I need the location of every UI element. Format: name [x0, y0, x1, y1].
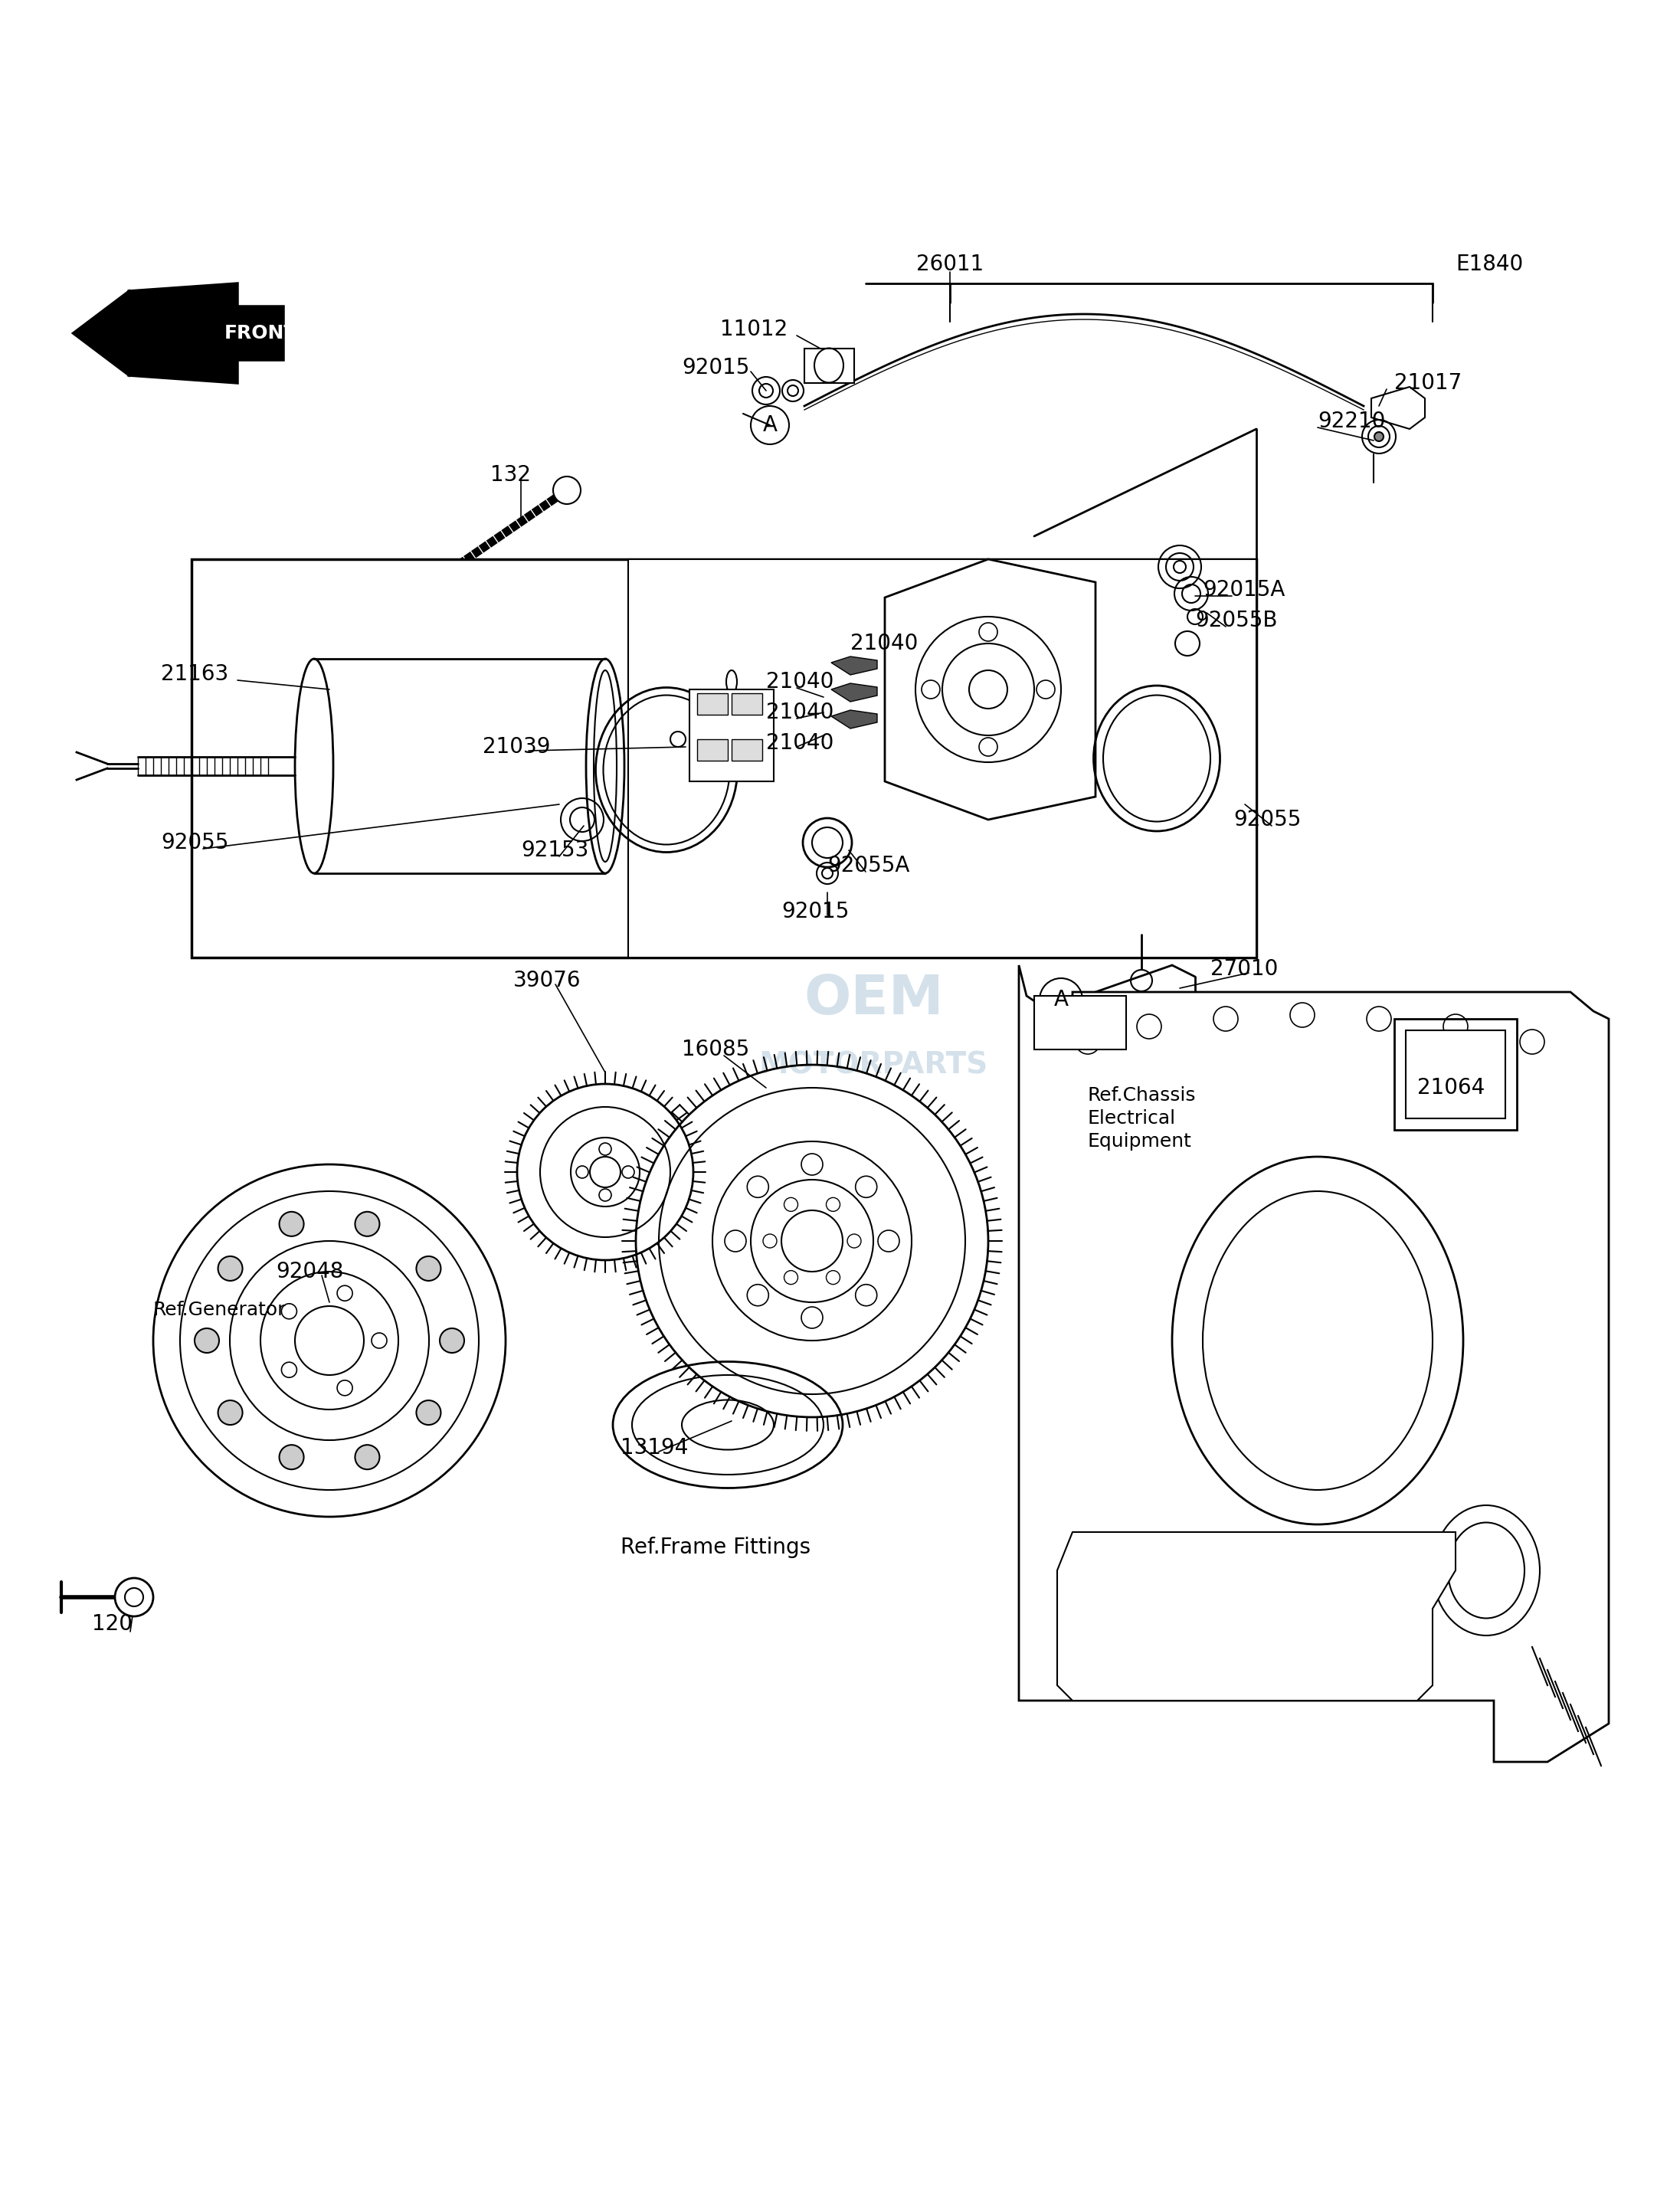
Text: Equipment: Equipment — [1089, 1131, 1191, 1151]
Text: Ref.Frame Fittings: Ref.Frame Fittings — [620, 1536, 811, 1558]
Bar — [697, 738, 727, 760]
Text: A: A — [1053, 989, 1068, 1011]
Circle shape — [417, 1399, 440, 1426]
Bar — [731, 738, 763, 760]
Circle shape — [354, 1213, 380, 1237]
Text: FRONT: FRONT — [223, 323, 297, 343]
Text: 11012: 11012 — [721, 319, 788, 341]
Text: 132: 132 — [491, 464, 531, 486]
Text: 27010: 27010 — [1210, 958, 1278, 980]
Text: Electrical: Electrical — [1089, 1109, 1176, 1127]
Text: 92055B: 92055B — [1194, 611, 1277, 631]
Polygon shape — [832, 657, 877, 674]
Text: A: A — [763, 415, 778, 435]
Text: E1840: E1840 — [1455, 253, 1524, 275]
Circle shape — [1174, 631, 1200, 655]
Circle shape — [218, 1399, 242, 1426]
Circle shape — [279, 1213, 304, 1237]
Polygon shape — [885, 560, 1095, 819]
Circle shape — [1374, 433, 1384, 442]
Polygon shape — [832, 683, 877, 701]
Text: 92015A: 92015A — [1203, 580, 1285, 600]
Text: 21064: 21064 — [1418, 1077, 1485, 1098]
Text: 21163: 21163 — [161, 663, 228, 685]
Text: Ref.Chassis: Ref.Chassis — [1089, 1085, 1196, 1105]
Circle shape — [417, 1257, 440, 1281]
Text: 92055: 92055 — [1233, 808, 1300, 830]
Polygon shape — [1057, 1531, 1455, 1700]
Polygon shape — [192, 560, 1257, 958]
Circle shape — [553, 477, 581, 503]
Text: 92055A: 92055A — [827, 855, 909, 877]
Circle shape — [279, 1446, 304, 1470]
Text: Ref.Generator: Ref.Generator — [153, 1301, 286, 1318]
Text: 21039: 21039 — [482, 736, 551, 758]
Polygon shape — [1018, 964, 1609, 1762]
Bar — [805, 349, 853, 382]
Text: 21017: 21017 — [1394, 371, 1462, 393]
Polygon shape — [832, 710, 877, 729]
Text: 92048: 92048 — [276, 1261, 343, 1283]
Text: 21040: 21040 — [766, 701, 833, 723]
Text: 21040: 21040 — [850, 633, 917, 655]
Text: 92015: 92015 — [682, 356, 749, 378]
Text: 13194: 13194 — [620, 1437, 689, 1459]
Circle shape — [195, 1329, 218, 1353]
Bar — [1406, 1030, 1505, 1118]
Text: 92210: 92210 — [1317, 411, 1386, 433]
Text: 92015: 92015 — [781, 901, 848, 923]
Bar — [689, 690, 774, 782]
Polygon shape — [72, 290, 129, 376]
Circle shape — [354, 1446, 380, 1470]
Text: 16085: 16085 — [682, 1039, 749, 1061]
Bar — [1035, 995, 1126, 1050]
Text: 21040: 21040 — [766, 670, 833, 692]
Circle shape — [114, 1577, 153, 1617]
Text: MOTORPARTS: MOTORPARTS — [759, 1050, 988, 1081]
Bar — [1394, 1019, 1517, 1129]
Polygon shape — [628, 560, 1257, 958]
Bar — [697, 694, 727, 714]
Text: 92153: 92153 — [521, 839, 588, 861]
Text: 92055: 92055 — [161, 833, 228, 852]
Text: 21040: 21040 — [766, 732, 833, 754]
Bar — [731, 694, 763, 714]
Text: 26011: 26011 — [916, 253, 984, 275]
Text: OEM: OEM — [803, 973, 944, 1026]
Circle shape — [440, 1329, 464, 1353]
Circle shape — [218, 1257, 242, 1281]
Text: 120: 120 — [92, 1613, 133, 1635]
Polygon shape — [129, 283, 284, 382]
Text: 39076: 39076 — [514, 969, 581, 991]
Polygon shape — [1371, 387, 1425, 428]
